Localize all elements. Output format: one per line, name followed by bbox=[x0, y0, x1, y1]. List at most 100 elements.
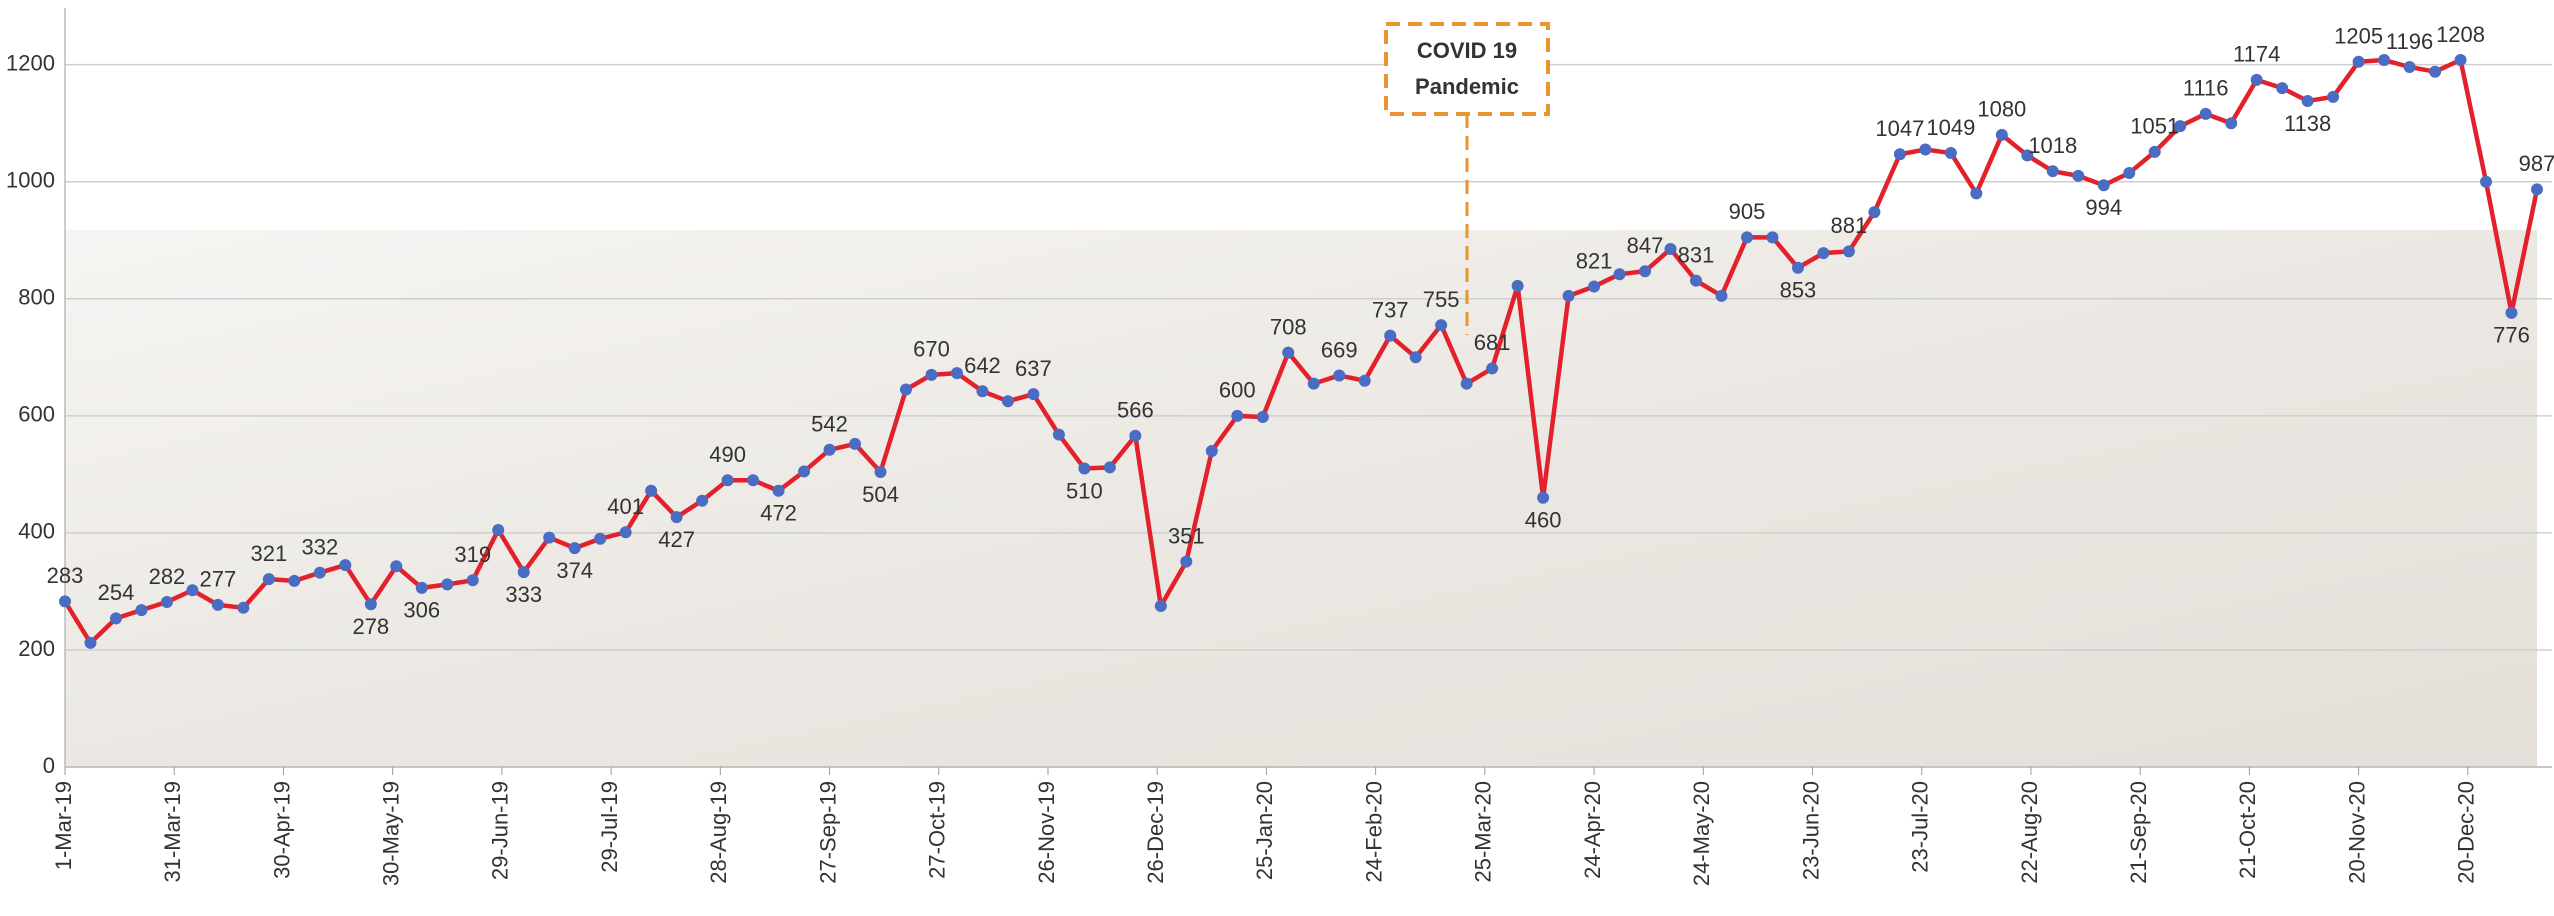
data-label: 1116 bbox=[2183, 76, 2229, 101]
data-point bbox=[569, 542, 581, 554]
x-tick-label: 1-Mar-19 bbox=[51, 781, 76, 870]
data-label: 853 bbox=[1780, 278, 1817, 303]
data-point bbox=[1945, 147, 1957, 159]
data-point bbox=[2429, 66, 2441, 78]
y-tick-label: 1200 bbox=[6, 50, 55, 75]
data-label: 332 bbox=[301, 535, 338, 560]
data-label: 319 bbox=[454, 542, 491, 567]
data-point bbox=[2327, 91, 2339, 103]
data-label: 1208 bbox=[2436, 22, 2485, 47]
data-point bbox=[1996, 129, 2008, 141]
data-label: 333 bbox=[505, 582, 542, 607]
data-point bbox=[1359, 375, 1371, 387]
data-label: 566 bbox=[1117, 398, 1154, 423]
data-point bbox=[390, 560, 402, 572]
data-point bbox=[620, 526, 632, 538]
y-tick-label: 200 bbox=[18, 636, 55, 661]
data-label: 847 bbox=[1627, 233, 1664, 258]
data-point bbox=[416, 582, 428, 594]
x-tick-label: 26-Dec-19 bbox=[1143, 781, 1168, 884]
data-label: 642 bbox=[964, 353, 1001, 378]
data-point bbox=[875, 466, 887, 478]
data-point bbox=[1665, 243, 1677, 255]
data-label: 1051 bbox=[2130, 114, 2179, 139]
data-label: 374 bbox=[556, 558, 593, 583]
data-point bbox=[925, 369, 937, 381]
data-point bbox=[339, 559, 351, 571]
x-tick-label: 27-Oct-19 bbox=[925, 781, 950, 879]
data-point bbox=[671, 511, 683, 523]
data-label: 1196 bbox=[2386, 29, 2433, 54]
data-point bbox=[2072, 170, 2084, 182]
x-tick-label: 24-Apr-20 bbox=[1580, 781, 1605, 879]
x-tick-label: 21-Sep-20 bbox=[2126, 781, 2151, 884]
data-point bbox=[1512, 280, 1524, 292]
data-point bbox=[951, 367, 963, 379]
data-label: 504 bbox=[862, 482, 899, 507]
data-label: 670 bbox=[913, 337, 950, 362]
data-point bbox=[1206, 445, 1218, 457]
data-point bbox=[110, 612, 122, 624]
data-label: 905 bbox=[1729, 199, 1766, 224]
data-label: 1047 bbox=[1875, 116, 1924, 141]
x-tick-label: 20-Nov-20 bbox=[2344, 781, 2369, 884]
data-label: 821 bbox=[1576, 248, 1613, 273]
data-point bbox=[1537, 492, 1549, 504]
data-point bbox=[2480, 176, 2492, 188]
y-tick-label: 0 bbox=[43, 753, 55, 778]
data-point bbox=[1741, 231, 1753, 243]
data-point bbox=[2098, 179, 2110, 191]
x-tick-label: 29-Jul-19 bbox=[597, 781, 622, 873]
data-point bbox=[543, 532, 555, 544]
data-point bbox=[1078, 463, 1090, 475]
data-point bbox=[1919, 144, 1931, 156]
data-point bbox=[2174, 120, 2186, 132]
data-point bbox=[135, 604, 147, 616]
data-label: 351 bbox=[1168, 523, 1205, 548]
data-point bbox=[1715, 290, 1727, 302]
data-label: 600 bbox=[1219, 378, 1256, 403]
data-point bbox=[2302, 95, 2314, 107]
data-point bbox=[2276, 82, 2288, 94]
data-point bbox=[2251, 74, 2263, 86]
data-point bbox=[1129, 430, 1141, 442]
data-point bbox=[1002, 395, 1014, 407]
data-label: 472 bbox=[760, 501, 797, 526]
data-point bbox=[1563, 290, 1575, 302]
data-label: 277 bbox=[200, 567, 237, 592]
x-tick-label: 23-Jul-20 bbox=[1908, 781, 1933, 873]
data-point bbox=[1435, 319, 1447, 331]
data-point bbox=[1104, 461, 1116, 473]
x-tick-label: 31-Mar-19 bbox=[160, 781, 185, 882]
data-label: 460 bbox=[1525, 508, 1562, 533]
data-point bbox=[365, 598, 377, 610]
data-point bbox=[263, 573, 275, 585]
data-point bbox=[2200, 108, 2212, 120]
x-tick-label: 30-Apr-19 bbox=[269, 781, 294, 879]
y-tick-label: 800 bbox=[18, 285, 55, 310]
data-point bbox=[2455, 54, 2467, 66]
x-tick-label: 24-Feb-20 bbox=[1361, 781, 1386, 883]
data-point bbox=[773, 485, 785, 497]
y-tick-label: 1000 bbox=[6, 168, 55, 193]
data-label: 490 bbox=[709, 442, 746, 467]
data-label: 755 bbox=[1423, 287, 1460, 312]
data-point bbox=[1614, 268, 1626, 280]
data-point bbox=[1180, 556, 1192, 568]
data-point bbox=[492, 524, 504, 536]
data-label: 321 bbox=[251, 541, 288, 566]
data-point bbox=[1384, 330, 1396, 342]
data-label: 994 bbox=[2085, 195, 2122, 220]
data-point bbox=[2047, 165, 2059, 177]
data-label: 283 bbox=[47, 563, 84, 588]
data-point bbox=[59, 595, 71, 607]
data-point bbox=[2531, 183, 2543, 195]
data-point bbox=[1257, 411, 1269, 423]
data-point bbox=[1027, 388, 1039, 400]
data-point bbox=[696, 495, 708, 507]
data-label: 1018 bbox=[2028, 133, 2077, 158]
data-point bbox=[976, 385, 988, 397]
x-tick-label: 26-Nov-19 bbox=[1034, 781, 1059, 884]
data-point bbox=[1970, 187, 1982, 199]
data-label: 427 bbox=[658, 527, 695, 552]
